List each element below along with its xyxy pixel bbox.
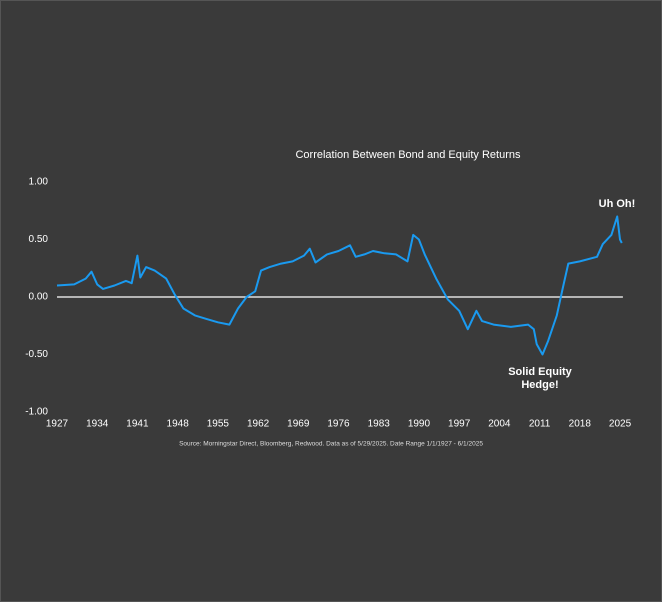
data-line (56, 215, 623, 356)
chart-title: Correlation Between Bond and Equity Retu… (295, 149, 521, 161)
x-tick-label: 2018 (569, 419, 592, 430)
y-tick-label: -1.00 (25, 407, 48, 418)
x-tick-label: 1948 (167, 419, 190, 430)
x-tick-label: 1934 (86, 419, 109, 430)
x-tick-label: 1976 (327, 419, 350, 430)
annotation: Hedge! (521, 379, 558, 391)
x-tick-label: 1962 (247, 419, 270, 430)
x-tick-label: 2004 (488, 419, 511, 430)
y-tick-label: 0.50 (29, 234, 49, 245)
x-tick-label: 2025 (609, 419, 632, 430)
x-tick-label: 1927 (46, 419, 69, 430)
y-tick-label: 0.00 (29, 292, 49, 303)
annotation: Solid Equity (508, 366, 572, 378)
x-tick-label: 2011 (529, 419, 551, 430)
x-tick-label: 1955 (207, 419, 230, 430)
y-tick-label: -0.50 (25, 349, 48, 360)
x-tick-label: 1990 (408, 419, 431, 430)
source-note: Source: Morningstar Direct, Bloomberg, R… (179, 441, 483, 448)
x-tick-label: 1997 (448, 419, 471, 430)
y-tick-label: 1.00 (29, 177, 49, 188)
x-tick-label: 1969 (287, 419, 310, 430)
annotation: Uh Oh! (599, 198, 636, 210)
x-tick-label: 1983 (368, 419, 391, 430)
x-tick-label: 1941 (126, 419, 149, 430)
